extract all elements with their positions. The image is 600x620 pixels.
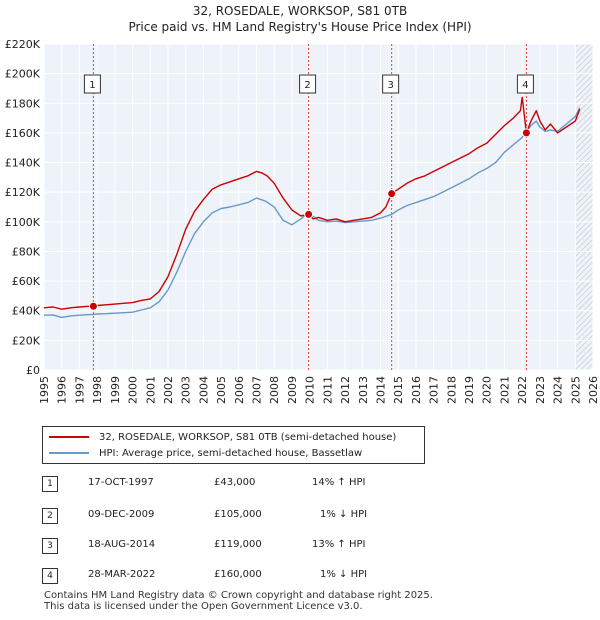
price-chart: £0 £20K £40K £60K £80K £100K £120K £140K £160K £1…: [5, 38, 600, 404]
sale-price: £43,000: [214, 477, 256, 488]
sale-date: 17-OCT-1997: [88, 477, 154, 488]
y-tick-label: £140K: [5, 157, 41, 170]
x-tick-label: 1997: [73, 376, 86, 404]
y-tick-label: £220K: [5, 38, 41, 51]
y-tick-label: £120K: [5, 186, 41, 199]
x-tick-label: 2003: [180, 376, 193, 404]
sale-number-box: [83, 74, 101, 94]
x-tick-label: 2016: [410, 376, 423, 404]
x-tick-label: 2010: [304, 376, 317, 404]
y-tick-label: £160K: [5, 127, 41, 140]
sale-hpi-diff: 1% ↓ HPI: [320, 569, 368, 580]
sale-hpi-diff: 13% ↑ HPI: [312, 539, 366, 550]
y-tick-label: £200K: [5, 68, 41, 81]
sale-hpi-diff: 14% ↑ HPI: [312, 477, 366, 488]
x-tick-label: 2001: [144, 376, 157, 404]
x-tick-label: 2005: [215, 376, 228, 404]
x-tick-label: 2004: [197, 376, 210, 404]
y-tick-label: £20K: [12, 334, 41, 347]
x-tick-label: 2021: [498, 376, 511, 404]
x-tick-label: 2024: [552, 376, 565, 404]
chart-title: 32, ROSEDALE, WORKSOP, S81 0TB: [192, 4, 408, 18]
series-line-property: [43, 96, 581, 310]
y-tick-label: £180K: [5, 97, 41, 110]
x-tick-label: 2014: [374, 376, 387, 404]
x-tick-label: 1998: [91, 376, 104, 404]
x-tick-label: 2013: [357, 376, 370, 404]
x-tick-label: 2020: [481, 376, 494, 404]
x-tick-label: 2006: [233, 376, 246, 404]
sale-point: [387, 189, 397, 199]
chart-subtitle: Price paid vs. HM Land Registry's House …: [128, 20, 472, 34]
y-tick-label: £100K: [5, 216, 41, 229]
x-tick-label: 1995: [38, 376, 51, 404]
y-tick-label: £40K: [12, 305, 41, 318]
sale-number-badge: 4: [42, 568, 58, 584]
sale-date: 18-AUG-2014: [88, 539, 156, 550]
sale-date: 09-DEC-2009: [88, 509, 155, 520]
x-tick-label: 2026: [587, 376, 600, 404]
legend-label-hpi: HPI: Average price, semi-detached house,…: [99, 447, 363, 459]
legend: 32, ROSEDALE, WORKSOP, S81 0TB (semi-det…: [42, 426, 425, 464]
x-tick-label: 2018: [445, 376, 458, 404]
x-tick-label: 2008: [268, 376, 281, 404]
sale-hpi-diff: 1% ↓ HPI: [320, 509, 368, 520]
sale-number-label: 3: [387, 80, 393, 91]
sale-point: [304, 209, 314, 219]
sale-point: [521, 128, 531, 138]
y-tick-label: £0: [26, 364, 40, 377]
x-tick-label: 2023: [534, 376, 547, 404]
sale-number-box: [299, 74, 317, 94]
sale-date: 28-MAR-2022: [88, 569, 156, 580]
x-tick-label: 2012: [339, 376, 352, 404]
x-tick-label: 2000: [127, 376, 140, 404]
x-tick-label: 2002: [162, 376, 175, 404]
sale-number-badge: 2: [42, 508, 58, 524]
x-tick-label: 1999: [109, 376, 122, 404]
forecast-hatch: [575, 44, 593, 370]
sale-price: £160,000: [214, 569, 262, 580]
x-tick-label: 2025: [569, 376, 582, 404]
sale-number-badge: 3: [42, 538, 58, 554]
footer-license: This data is licensed under the Open Gov…: [44, 601, 363, 612]
x-tick-label: 2011: [321, 376, 334, 404]
sale-number-box: [382, 74, 400, 94]
legend-item-property: 32, ROSEDALE, WORKSOP, S81 0TB (semi-det…: [49, 429, 396, 445]
y-tick-label: £80K: [12, 245, 41, 258]
sale-number-box: [516, 74, 534, 94]
legend-label-property: 32, ROSEDALE, WORKSOP, S81 0TB (semi-det…: [99, 431, 397, 443]
sale-point: [88, 301, 98, 311]
x-tick-label: 2019: [463, 376, 476, 404]
sale-number-badge: 1: [42, 476, 58, 492]
x-tick-label: 1996: [56, 376, 69, 404]
x-tick-label: 2022: [516, 376, 529, 404]
legend-swatch-hpi: [49, 452, 89, 454]
legend-swatch-property: [49, 436, 89, 438]
sale-price: £105,000: [214, 509, 262, 520]
x-tick-label: 2017: [428, 376, 441, 404]
y-tick-label: £60K: [12, 275, 41, 288]
sale-number-label: 4: [522, 80, 528, 91]
footer-copyright: Contains HM Land Registry data © Crown c…: [44, 590, 433, 601]
sale-number-label: 1: [89, 80, 95, 91]
sale-price: £119,000: [214, 539, 262, 550]
x-tick-label: 2015: [392, 376, 405, 404]
x-tick-label: 2009: [286, 376, 299, 404]
plot-area: [44, 44, 593, 370]
legend-item-hpi: HPI: Average price, semi-detached house,…: [49, 445, 362, 461]
series-line-hpi: [43, 107, 581, 319]
sale-number-label: 2: [304, 80, 310, 91]
x-tick-label: 2007: [251, 376, 264, 404]
